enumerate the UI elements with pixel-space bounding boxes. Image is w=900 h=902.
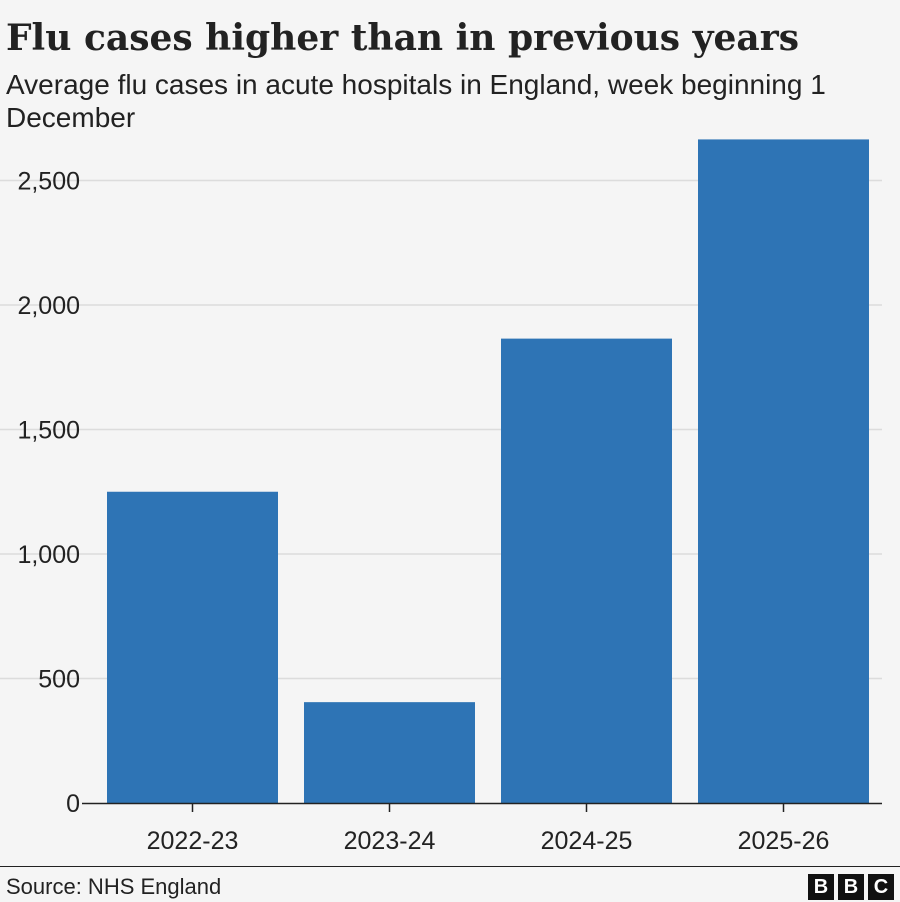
chart-subtitle: Average flu cases in acute hospitals in … bbox=[6, 69, 826, 133]
footer-divider bbox=[0, 866, 900, 867]
x-tick-label: 2023-24 bbox=[344, 827, 436, 855]
bbc-logo: B B C bbox=[808, 874, 894, 900]
logo-letter: B bbox=[838, 874, 864, 900]
x-tick-label: 2024-25 bbox=[541, 827, 633, 855]
bars bbox=[107, 139, 869, 804]
bar bbox=[698, 139, 869, 804]
y-tick-label: 0 bbox=[66, 790, 80, 818]
y-axis-labels: 0 500 1,000 1,500 2,000 2,500 bbox=[17, 168, 80, 819]
chart-title: Flu cases higher than in previous years bbox=[6, 17, 799, 59]
logo-letter: B bbox=[808, 874, 834, 900]
bar bbox=[501, 338, 672, 803]
y-tick-label: 1,000 bbox=[17, 541, 80, 569]
logo-letter: C bbox=[868, 874, 894, 900]
bar bbox=[304, 702, 475, 803]
bar bbox=[107, 491, 278, 803]
y-tick-label: 1,500 bbox=[17, 417, 80, 445]
y-tick-label: 2,000 bbox=[17, 292, 80, 320]
y-tick-label: 2,500 bbox=[17, 168, 80, 196]
y-tick-label: 500 bbox=[38, 666, 80, 694]
x-tick-label: 2022-23 bbox=[147, 827, 239, 855]
x-axis: 2022-23 2023-24 2024-25 2025-26 bbox=[82, 802, 882, 855]
source-note: Source: NHS England bbox=[6, 874, 222, 899]
x-tick-label: 2025-26 bbox=[738, 827, 830, 855]
